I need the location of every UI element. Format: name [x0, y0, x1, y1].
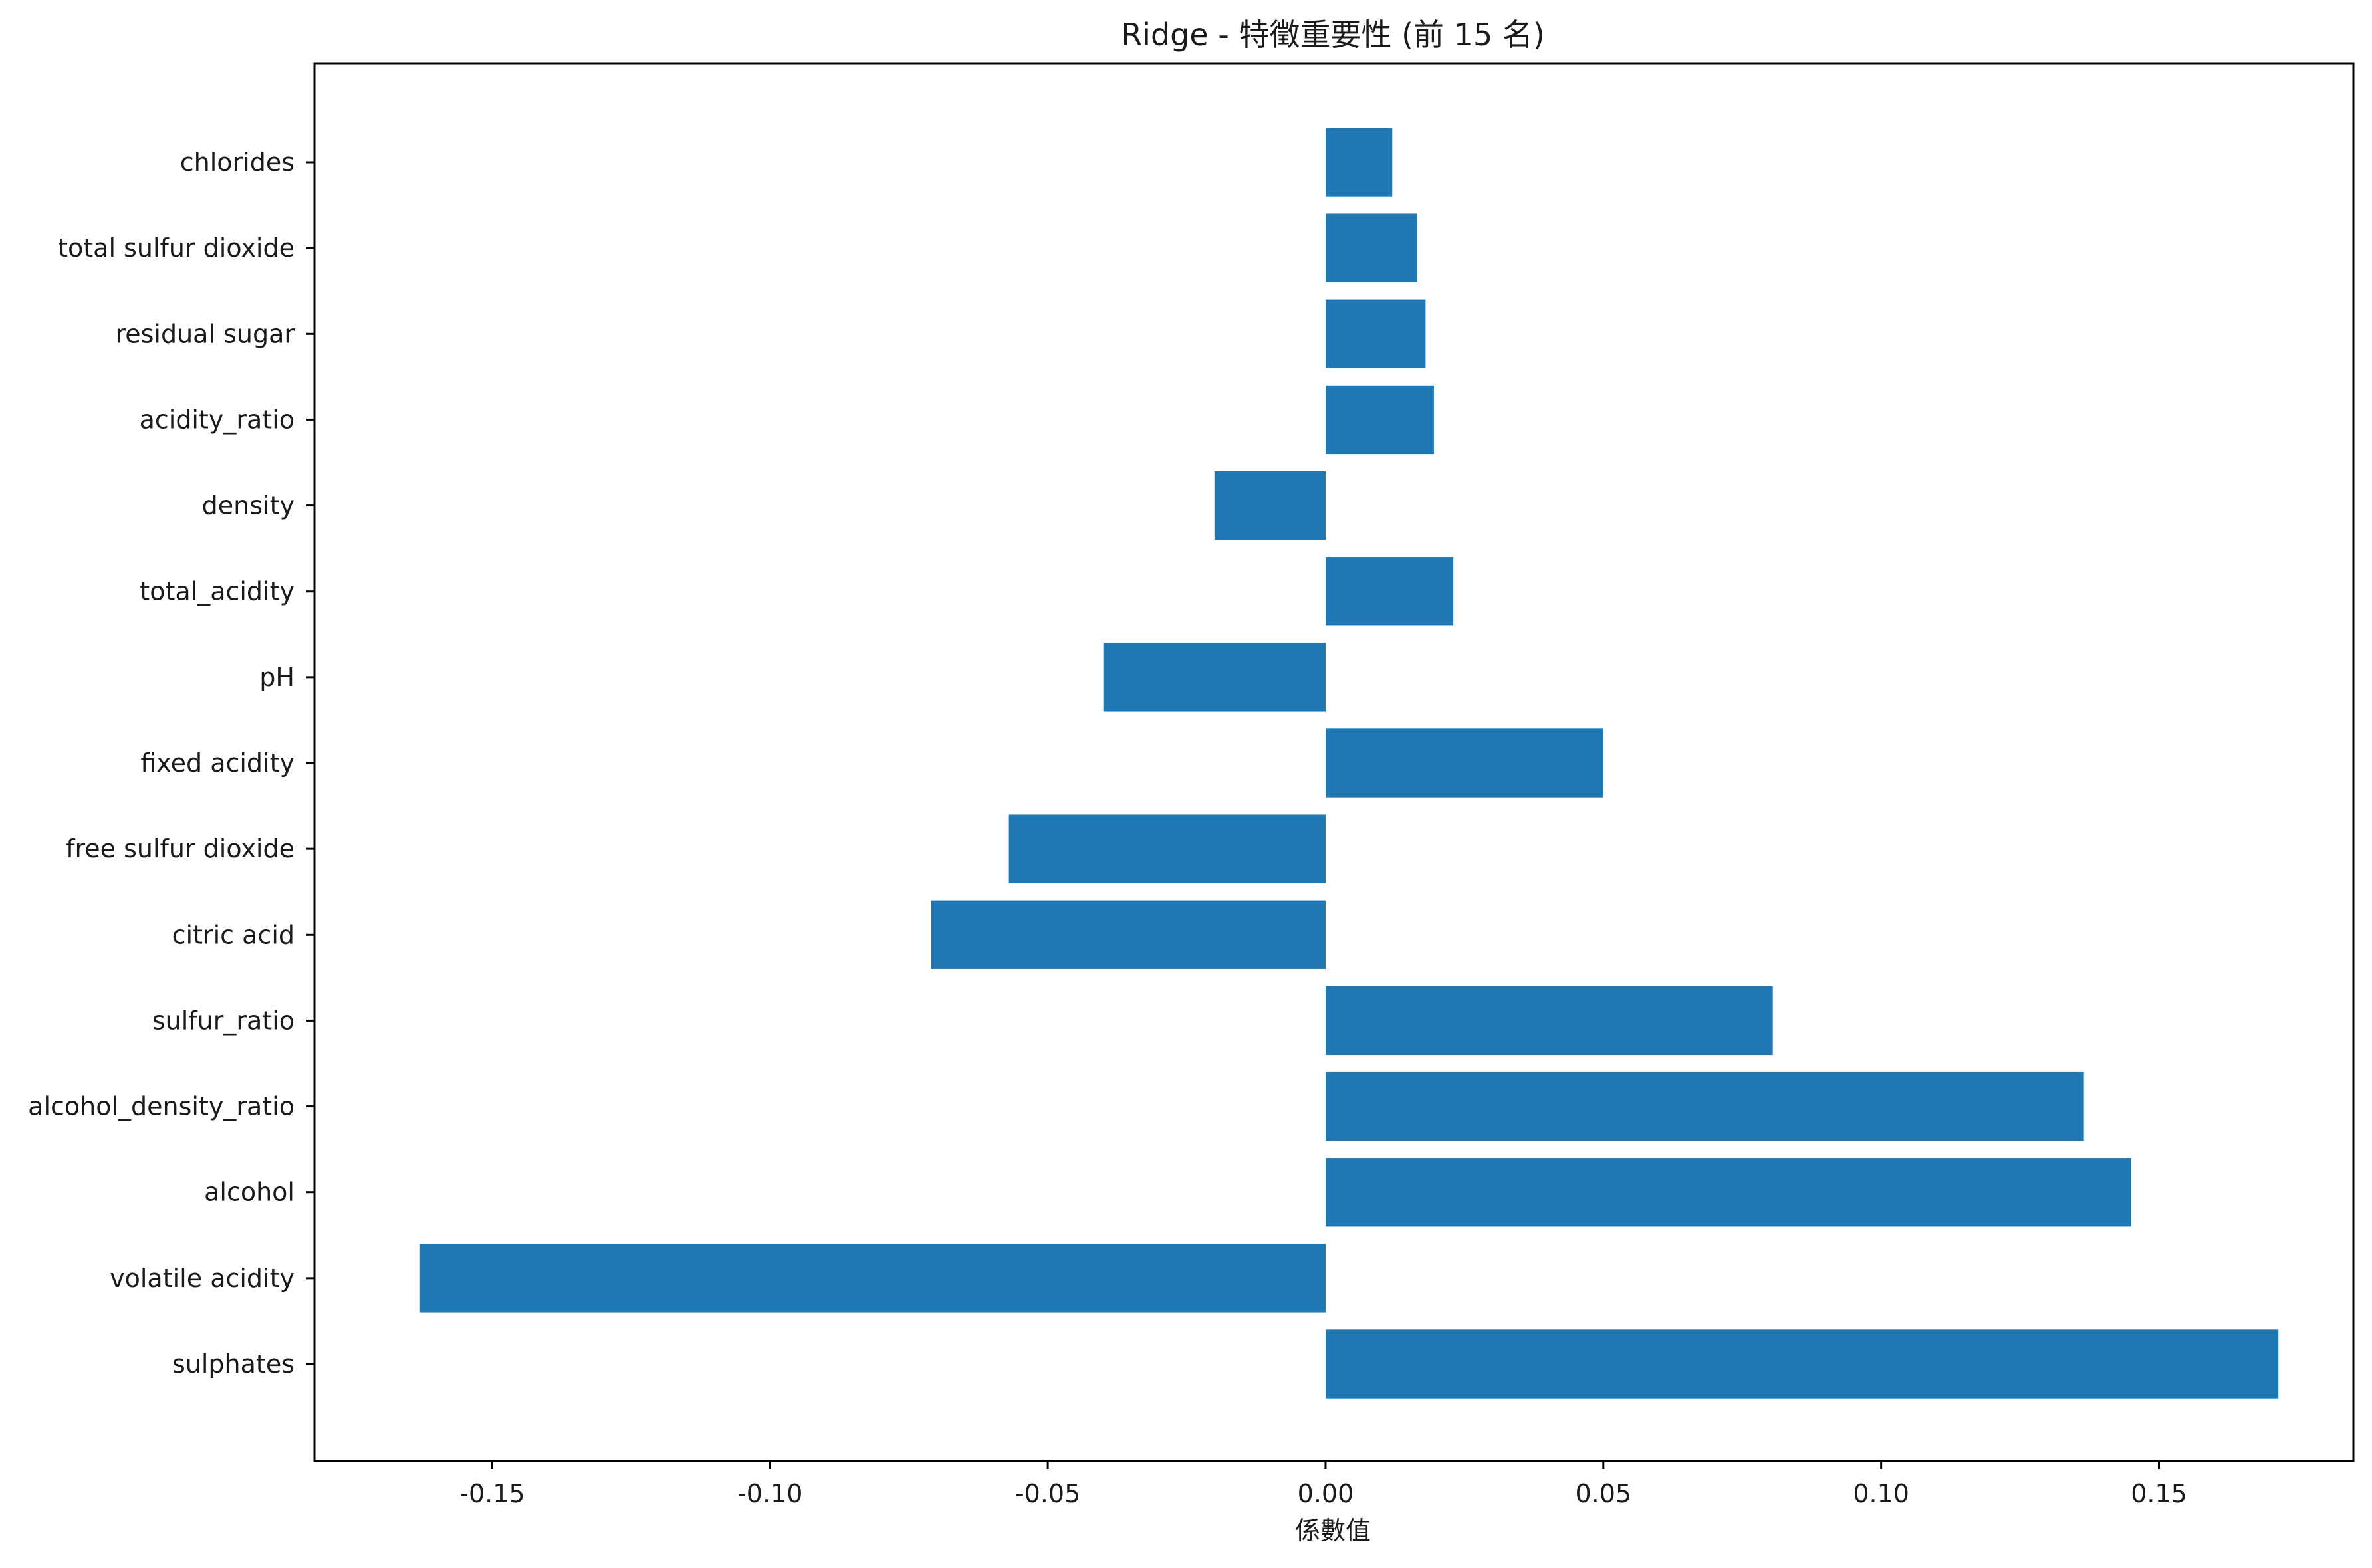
x-tick-label: -0.05 [1015, 1479, 1080, 1508]
x-tick-label: 0.00 [1298, 1479, 1354, 1508]
y-tick-label: sulphates [172, 1349, 295, 1379]
x-axis: -0.15 -0.10 -0.05 0.00 0.05 0.10 0.15 [459, 1461, 2187, 1508]
plot-frame [313, 62, 2355, 1462]
y-tick-label: sulfur_ratio [152, 1006, 295, 1035]
bar-pH [1103, 643, 1326, 712]
bar-sulfur-ratio [1325, 986, 1773, 1056]
x-tick-label: 0.15 [2131, 1479, 2187, 1508]
bar-density [1214, 471, 1326, 540]
chart-title: Ridge - 特徵重要性 (前 15 名) [1121, 17, 1545, 53]
bar-residual-sugar [1325, 299, 1426, 368]
y-tick-label: alcohol_density_ratio [28, 1092, 295, 1121]
bar-total-acidity [1325, 557, 1454, 626]
x-tick-label: -0.10 [737, 1479, 802, 1508]
y-tick-label: chlorides [180, 148, 295, 177]
bar-free-sulfur-dioxide [1008, 814, 1326, 883]
x-tick-label: 0.10 [1853, 1479, 1909, 1508]
y-tick-label: fixed acidity [140, 748, 295, 778]
y-tick-label: free sulfur dioxide [66, 834, 295, 863]
bars-layer [419, 128, 2279, 1399]
bar-citric-acid [931, 900, 1326, 969]
x-axis-label: 係數值 [1295, 1516, 1371, 1545]
y-tick-label: pH [259, 663, 295, 692]
y-tick-label: residual sugar [115, 319, 295, 348]
bar-fixed-acidity [1325, 728, 1603, 798]
bar-acidity-ratio [1325, 385, 1434, 455]
x-tick-label: 0.05 [1576, 1479, 1632, 1508]
y-tick-label: acidity_ratio [140, 405, 295, 434]
bar-sulphates [1325, 1329, 2279, 1399]
y-axis: chlorides total sulfur dioxide residual su… [28, 148, 314, 1379]
y-tick-label: citric acid [172, 920, 295, 949]
y-tick-label: density [202, 491, 295, 520]
y-tick-label: volatile acidity [110, 1264, 295, 1293]
y-tick-label: alcohol [204, 1178, 295, 1207]
y-tick-label: total_acidity [140, 577, 295, 606]
bar-volatile-acidity [419, 1244, 1326, 1313]
bar-chlorides [1325, 128, 1393, 197]
bar-alcohol-density-ratio [1325, 1071, 2084, 1141]
bar-total-sulfur-dioxide [1325, 213, 1417, 282]
x-tick-label: -0.15 [459, 1479, 525, 1508]
y-tick-label: total sulfur dioxide [58, 233, 295, 263]
bar-alcohol [1325, 1158, 2131, 1227]
